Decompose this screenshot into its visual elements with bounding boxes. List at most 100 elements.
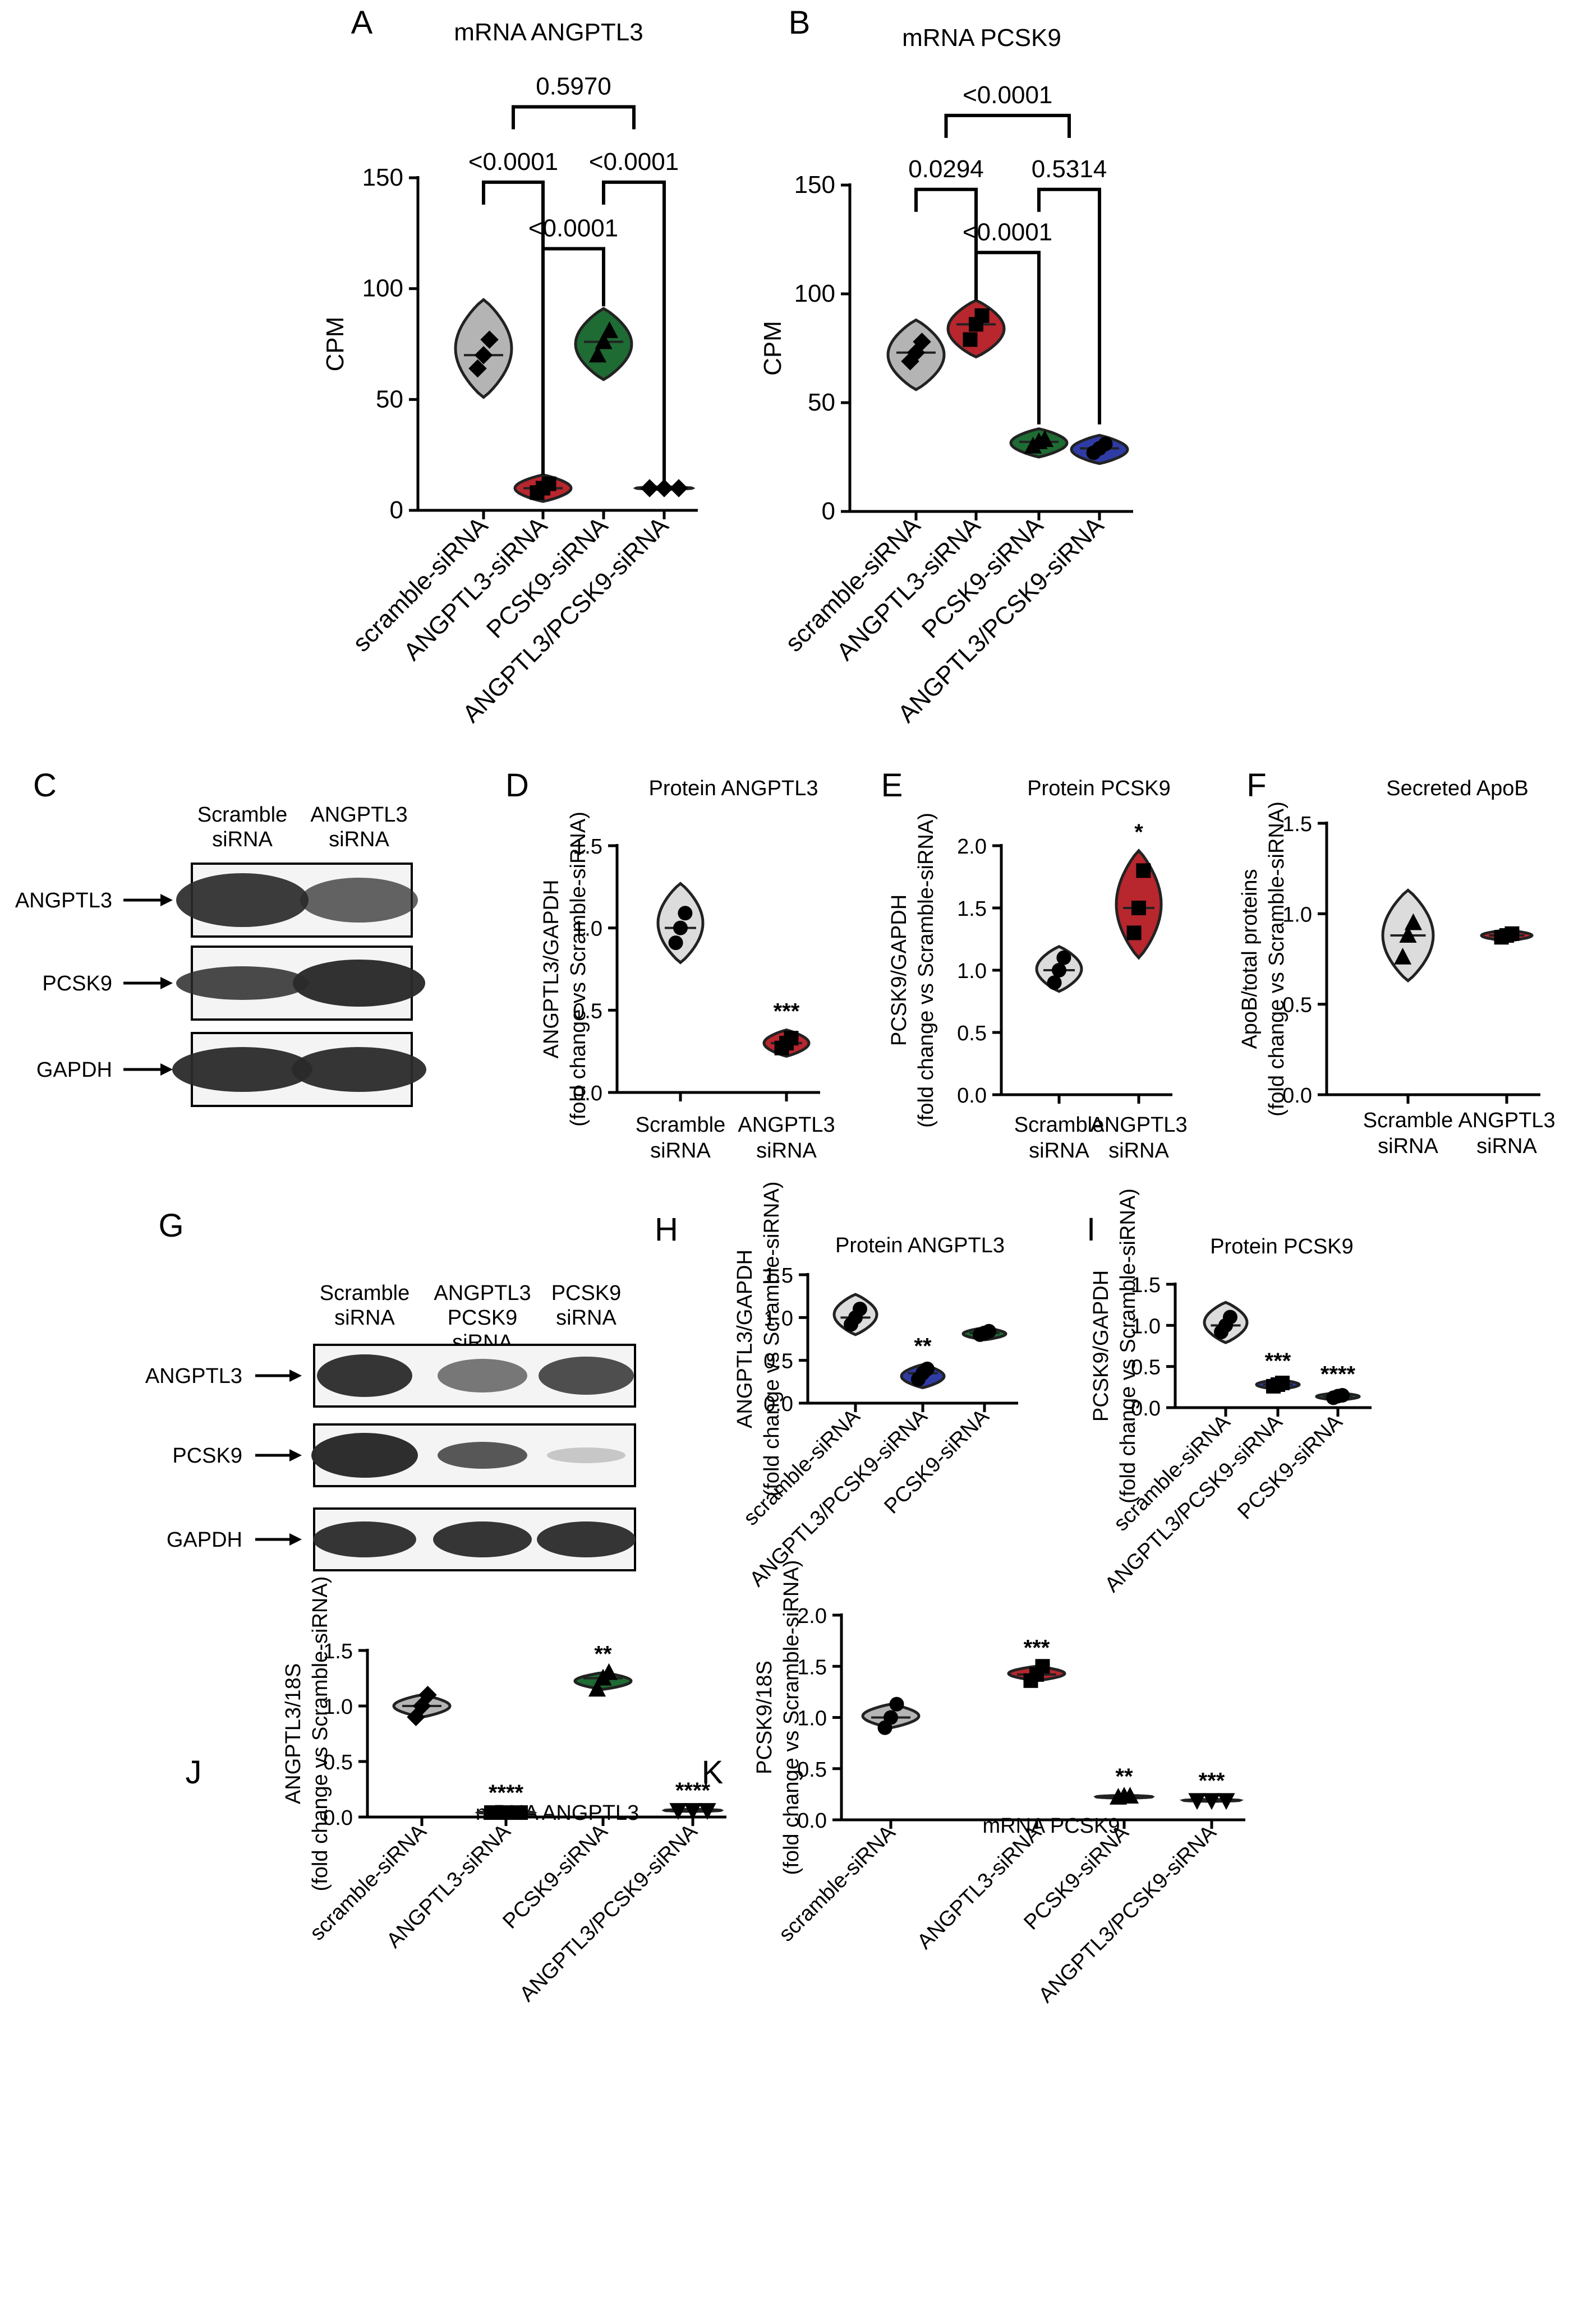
x-category-label: scramble-siRNA	[739, 1404, 865, 1530]
significance-stars: ***	[1199, 1769, 1225, 1793]
inverted-triangle-data-point	[698, 1803, 716, 1820]
protein-band	[537, 1521, 636, 1557]
arrow-right-icon	[160, 894, 173, 906]
y-axis-label: (fold change vs Scramble-siRNA)	[780, 1560, 803, 1875]
square-data-point	[541, 476, 556, 491]
significance-stars: **	[594, 1642, 612, 1667]
diamond-data-point	[468, 359, 487, 378]
y-tick-label: 0.5	[323, 1751, 353, 1774]
panel-letter: B	[789, 4, 811, 41]
y-tick-label: 50	[376, 385, 403, 413]
chart-title: Secreted ApoB	[1386, 777, 1529, 800]
y-axis-label: ANGPTL3/18S	[282, 1663, 305, 1804]
y-tick-label: 0	[822, 497, 835, 525]
significance-bracket	[541, 247, 605, 475]
diamond-data-point	[418, 1685, 437, 1704]
y-tick-label: 0.5	[957, 1022, 987, 1045]
protein-band	[317, 1354, 412, 1397]
significance-stars: ***	[774, 999, 800, 1024]
diamond-data-point	[655, 479, 674, 497]
y-tick-label: 1.5	[957, 897, 987, 921]
inverted-triangle-data-point	[1217, 1793, 1235, 1810]
triangle-data-point	[600, 321, 619, 338]
y-tick-label: 0	[390, 496, 403, 524]
diamond-data-point	[913, 333, 931, 351]
p-value-label: <0.0001	[963, 218, 1052, 246]
blot-row-label: GAPDH	[36, 1058, 112, 1082]
y-axis-label: (fold change vs Scramble-siRNA)	[1265, 801, 1289, 1117]
x-category-label-line: siRNA	[1029, 1139, 1089, 1163]
triangle-data-point	[1393, 947, 1412, 965]
x-category-label-line: ANGPTL3	[1458, 1109, 1555, 1132]
x-category-label-line: siRNA	[1378, 1135, 1438, 1158]
significance-bracket	[944, 113, 1071, 138]
chart-panel-i: I Protein PCSK9 0.0 0.5 1.0 1.5 PCSK9/GAPDH (fo…	[1087, 1188, 1372, 1597]
y-axis-label: (fold change vs Scramble-siRNA)	[309, 1576, 332, 1892]
arrow-right-icon	[289, 1533, 302, 1546]
blot-lane-label-line: ANGPTL3	[434, 1281, 531, 1305]
protein-band	[311, 1433, 418, 1478]
p-value-label: <0.0001	[963, 81, 1052, 109]
x-category-label: PCSK9-siRNA	[1233, 1410, 1347, 1524]
p-value-label: 0.5970	[536, 72, 611, 100]
x-category-label: ANGPTL3/PCSK9-siRNA	[516, 1819, 702, 2006]
circle-data-point	[852, 1302, 867, 1317]
circle-data-point	[1098, 436, 1113, 451]
y-axis-label: CPM	[321, 317, 349, 372]
y-axis-label: CPM	[759, 321, 786, 376]
y-axis-label: ANGPTL3/GAPDH	[733, 1249, 757, 1428]
y-tick-label: 1.5	[323, 1640, 353, 1663]
y-tick-label: 0.0	[323, 1806, 353, 1830]
x-category-label: ANGPTL3/PCSK9-siRNA	[1034, 1820, 1221, 2007]
y-tick-label: 1.5	[1131, 1274, 1161, 1297]
square-data-point	[1136, 863, 1151, 878]
significance-bracket	[914, 187, 978, 301]
circle-data-point	[1222, 1309, 1237, 1325]
y-tick-label: 0.0	[957, 1084, 987, 1108]
p-value-label: 0.0294	[908, 155, 984, 183]
significance-stars: **	[914, 1334, 932, 1358]
square-data-point	[1274, 1376, 1290, 1390]
y-axis-label: PCSK9/GAPDH	[887, 894, 911, 1046]
panel-letter: H	[655, 1211, 678, 1248]
y-tick-label: 150	[362, 164, 403, 191]
x-category-label-line: Scramble	[1363, 1109, 1453, 1132]
inverted-triangle-data-point	[1203, 1793, 1221, 1810]
protein-band	[433, 1521, 532, 1557]
protein-band	[292, 1047, 426, 1092]
x-category-label-line: Scramble	[636, 1113, 726, 1137]
square-data-point	[974, 308, 990, 323]
protein-band	[176, 966, 309, 1000]
blot-row-label: PCSK9	[42, 972, 112, 995]
western-blot-c: CScramblesiRNAANGPTL3siRNAANGPTL3PCSK9GA…	[15, 767, 426, 1107]
y-axis-label: (fold change vs Scramble-siRNA)	[567, 811, 590, 1127]
y-tick-label: 0.5	[1131, 1356, 1161, 1380]
protein-band	[547, 1447, 625, 1463]
significance-stars: **	[1115, 1764, 1133, 1789]
western-blot-g: GScramblesiRNAANGPTL3PCSK9siRNAPCSK9siRN…	[145, 1207, 636, 1571]
x-category-label-line: siRNA	[1108, 1139, 1169, 1163]
blot-lane-label-line: PCSK9	[448, 1306, 518, 1330]
chart-panel-h: H Protein ANGPTL3 0.0 0.5 1.0 1.5ANGPTL3/GAPD…	[655, 1182, 1018, 1591]
p-value-label: <0.0001	[589, 148, 679, 176]
y-tick-label: 1.5	[573, 835, 602, 859]
blot-row-label: PCSK9	[172, 1444, 242, 1468]
protein-band	[176, 873, 309, 927]
chart-panel-f: F Secreted ApoB 0.0 0.5 1.0 1.5 ApoB/total pro…	[1238, 767, 1556, 1158]
triangle-data-point	[588, 1680, 606, 1697]
circle-data-point	[678, 906, 693, 921]
chart-title: mRNA PCSK9	[983, 1814, 1120, 1838]
x-category-label-line: siRNA	[650, 1139, 711, 1163]
square-data-point	[1131, 901, 1146, 915]
panel-letter: K	[702, 1754, 724, 1791]
